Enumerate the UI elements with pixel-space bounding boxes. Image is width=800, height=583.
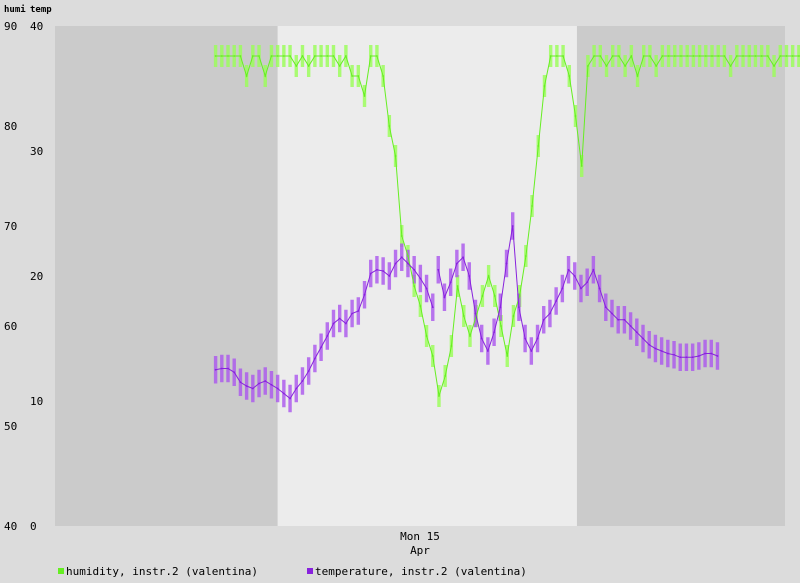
period-night-0 [55,26,278,526]
left-axis: 40 50 60 70 80 90 [4,20,17,533]
temperature-series [214,225,719,400]
right-tick-label: 30 [30,145,43,158]
x-tick-label-day: Mon 15 [400,530,440,543]
legend-swatch-temperature [307,568,313,574]
right-tick-label: 40 [30,20,43,33]
legend-label-humidity: humidity, instr.2 (valentina) [66,565,259,578]
right-axis: 0 10 20 30 40 [30,20,43,533]
left-axis-title: humi [4,4,26,15]
left-tick-label: 90 [4,20,17,33]
left-tick-label: 70 [4,220,17,233]
period-night-2 [576,26,785,526]
humidity-line-segment-0 [215,54,800,397]
left-tick-label: 40 [4,520,17,533]
humidity-series [214,54,800,397]
right-tick-label: 10 [30,395,43,408]
temperature-line-segment-1 [437,225,718,358]
temperature-line-segment-0 [215,256,434,400]
legend-swatch-humidity [58,568,64,574]
right-tick-label: 20 [30,270,43,283]
legend-label-temperature: temperature, instr.2 (valentina) [315,565,527,578]
right-tick-label: 0 [30,520,37,533]
legend-item-temperature: temperature, instr.2 (valentina) [307,565,527,578]
x-tick-label-month: Apr [410,544,430,557]
left-tick-label: 50 [4,420,17,433]
left-tick-label: 60 [4,320,17,333]
right-axis-title: temp [30,5,52,15]
left-tick-label: 80 [4,120,17,133]
legend-item-humidity: humidity, instr.2 (valentina) [58,565,258,578]
